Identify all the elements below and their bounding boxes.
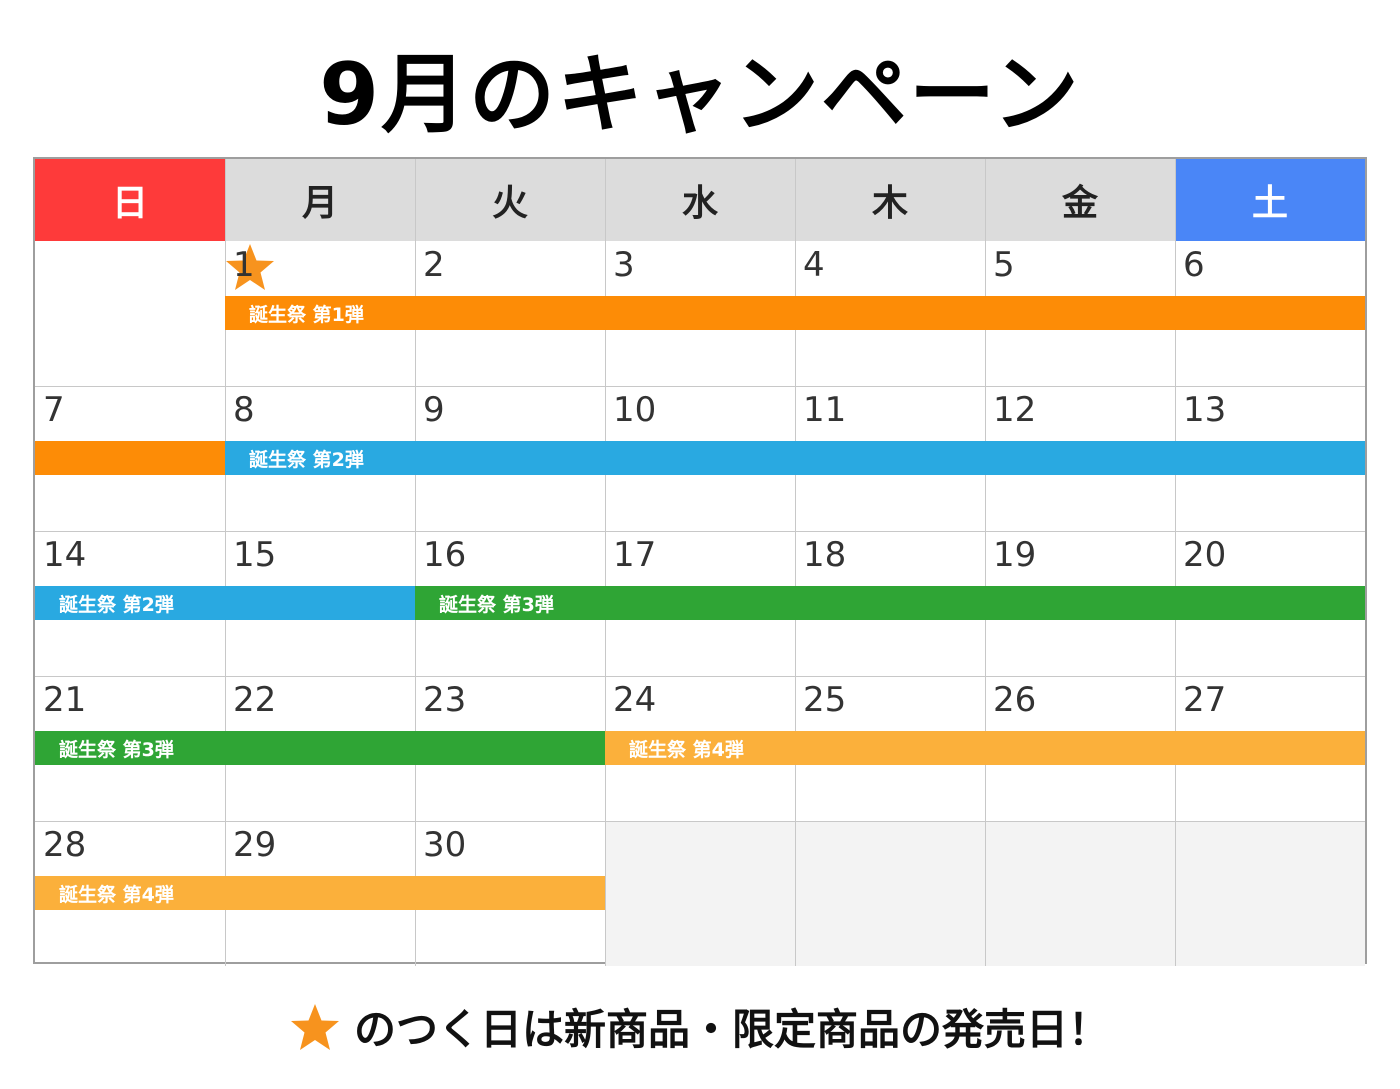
day-number[interactable]: 23 (423, 680, 467, 720)
weekday-header: 月 (225, 159, 415, 241)
grid-line (35, 676, 1365, 677)
footer-note: のつく日は新商品・限定商品の発売日！ (0, 996, 1400, 1057)
day-number[interactable]: 13 (1183, 390, 1227, 430)
weekday-header: 水 (605, 159, 795, 241)
day-number[interactable]: 12 (993, 390, 1037, 430)
grid-line (35, 531, 1365, 532)
campaign-bar[interactable]: 誕生祭 第2弾 (35, 586, 415, 620)
campaign-bar[interactable]: 誕生祭 第3弾 (35, 731, 605, 765)
day-number[interactable]: 16 (423, 535, 467, 575)
grid-line (1175, 159, 1176, 966)
day-number[interactable]: 18 (803, 535, 847, 575)
empty-cell (1175, 821, 1365, 966)
campaign-bar[interactable]: 誕生祭 第4弾 (605, 731, 1365, 765)
grid-line (605, 159, 606, 966)
campaign-bar[interactable]: 誕生祭 第3弾 (415, 586, 1365, 620)
day-number[interactable]: 19 (993, 535, 1037, 575)
day-number[interactable]: 3 (613, 245, 635, 285)
day-number[interactable]: 27 (1183, 680, 1227, 720)
campaign-bar[interactable]: 誕生祭 第2弾 (225, 441, 1365, 475)
empty-cell (795, 821, 985, 966)
page-title: 9月のキャンペーン (319, 45, 1081, 145)
day-number[interactable]: 28 (43, 825, 87, 865)
empty-cell (605, 821, 795, 966)
day-number[interactable]: 15 (233, 535, 277, 575)
day-number[interactable]: 30 (423, 825, 467, 865)
day-number[interactable]: 20 (1183, 535, 1227, 575)
day-number[interactable]: 10 (613, 390, 657, 430)
day-number[interactable]: 17 (613, 535, 657, 575)
day-number[interactable]: 22 (233, 680, 277, 720)
grid-line (415, 159, 416, 966)
day-number[interactable]: 5 (993, 245, 1015, 285)
day-number[interactable]: 11 (803, 390, 847, 430)
day-number[interactable]: 4 (803, 245, 825, 285)
star-icon (290, 1003, 339, 1050)
grid-line (985, 159, 986, 966)
day-number[interactable]: 6 (1183, 245, 1205, 285)
grid-line (225, 159, 226, 966)
footer-text: のつく日は新商品・限定商品の発売日！ (353, 1005, 1110, 1054)
day-number[interactable]: 1 (233, 245, 255, 285)
day-number[interactable]: 7 (43, 390, 65, 430)
calendar: 日月火水木金土 2 3 4 5 6 7 8 9 10 11 12 13 14 15 16 17 18 19 20 21 2… (33, 157, 1367, 966)
star-icon (226, 244, 274, 290)
weekday-header: 木 (795, 159, 985, 241)
campaign-bar[interactable] (35, 441, 225, 475)
weekday-header: 日 (35, 159, 225, 241)
campaign-bar[interactable]: 誕生祭 第1弾 (225, 296, 1365, 330)
empty-cell (985, 821, 1175, 966)
weekday-header: 土 (1175, 159, 1365, 241)
day-number[interactable]: 8 (233, 390, 255, 430)
day-number[interactable]: 26 (993, 680, 1037, 720)
grid-line (795, 159, 796, 966)
day-number[interactable]: 9 (423, 390, 445, 430)
day-number[interactable]: 24 (613, 680, 657, 720)
weekday-header: 金 (985, 159, 1175, 241)
day-number[interactable]: 29 (233, 825, 277, 865)
day-number[interactable]: 25 (803, 680, 847, 720)
grid-line (35, 821, 1365, 822)
day-number[interactable]: 2 (423, 245, 445, 285)
day-number[interactable]: 14 (43, 535, 87, 575)
grid-line (35, 386, 1365, 387)
weekday-header: 火 (415, 159, 605, 241)
campaign-bar[interactable]: 誕生祭 第4弾 (35, 876, 605, 910)
day-number[interactable]: 21 (43, 680, 87, 720)
